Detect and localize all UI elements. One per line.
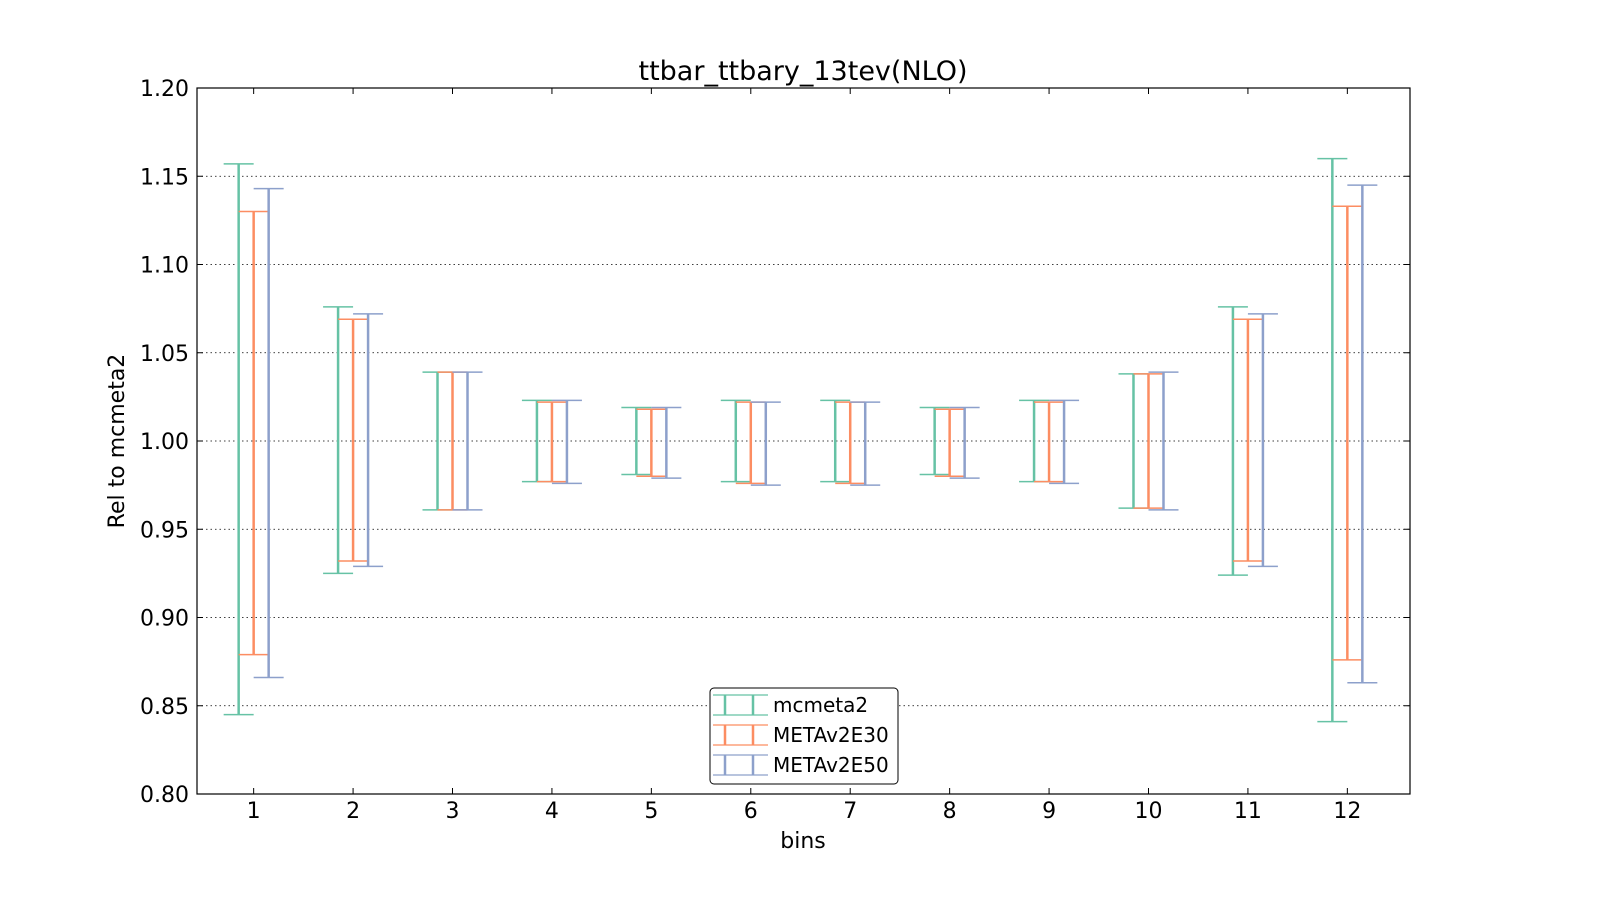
- x-tick-label: 8: [943, 799, 957, 824]
- series-mcmeta2: [223, 157, 1348, 723]
- x-tick-label: 12: [1333, 799, 1361, 824]
- x-tick-label: 2: [346, 799, 360, 824]
- x-axis: 1 2 3 4 5 6 7 8 9 10 11 12: [247, 88, 1361, 824]
- chart-title: ttbar_ttbary_13tev(NLO): [638, 56, 967, 87]
- legend-label: METAv2E30: [773, 723, 889, 747]
- legend-entry: METAv2E30: [713, 723, 889, 747]
- x-tick-label: 7: [843, 799, 857, 824]
- x-tick-label: 11: [1234, 799, 1262, 824]
- x-axis-label: bins: [780, 829, 825, 854]
- series-METAv2E30: [238, 205, 1363, 661]
- series-METAv2E50: [253, 184, 1378, 684]
- y-axis-label: Rel to mcmeta2: [105, 354, 130, 529]
- legend-label: METAv2E50: [773, 753, 889, 777]
- y-tick-label: 1.00: [140, 430, 189, 455]
- x-tick-label: 9: [1042, 799, 1056, 824]
- x-tick-label: 3: [446, 799, 460, 824]
- y-tick-label: 1.05: [140, 342, 189, 367]
- x-tick-label: 10: [1134, 799, 1162, 824]
- x-tick-label: 6: [744, 799, 758, 824]
- y-tick-label: 0.90: [140, 607, 189, 632]
- x-tick-label: 1: [247, 799, 261, 824]
- y-tick-label: 1.15: [140, 165, 189, 190]
- y-tick-label: 0.85: [140, 695, 189, 720]
- y-tick-label: 1.10: [140, 254, 189, 279]
- grid: [197, 175, 1410, 707]
- x-tick-label: 5: [644, 799, 658, 824]
- y-axis: 0.80 0.85 0.90 0.95 1.00 1.05 1.10 1.15 1.20: [140, 77, 1410, 808]
- legend-entry: METAv2E50: [713, 753, 889, 777]
- series-layer: [223, 157, 1378, 723]
- y-tick-label: 1.20: [140, 77, 189, 102]
- x-tick-label: 4: [545, 799, 559, 824]
- y-tick-label: 0.80: [140, 783, 189, 808]
- legend-box: [709, 687, 899, 785]
- legend-label: mcmeta2: [773, 693, 868, 717]
- legend: mcmeta2 METAv2E30 METAv2E50: [709, 687, 899, 785]
- y-tick-label: 0.95: [140, 518, 189, 543]
- legend-entry: mcmeta2: [713, 693, 868, 717]
